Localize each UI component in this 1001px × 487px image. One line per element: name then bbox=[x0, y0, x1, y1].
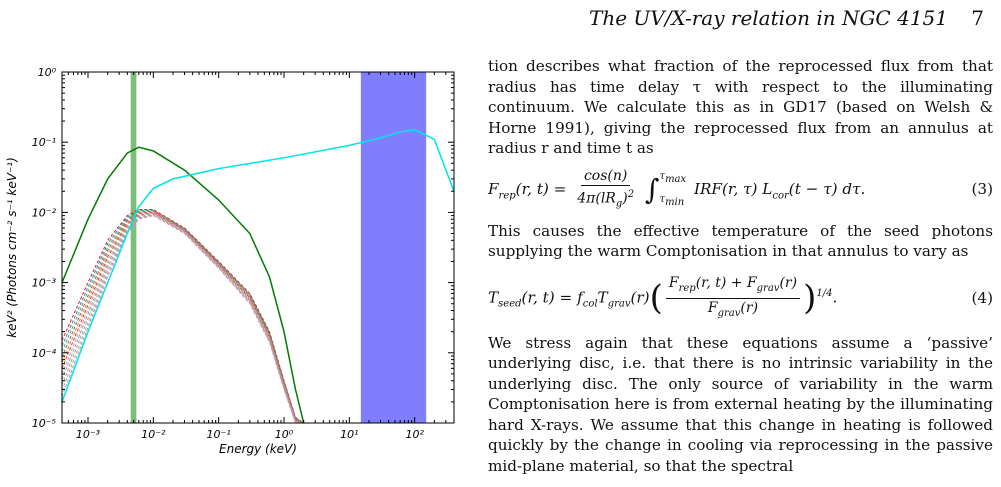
dashed-model-11 bbox=[61, 215, 304, 424]
dashed-model-5 bbox=[61, 211, 304, 424]
paragraph-3: We stress again that these equations ass… bbox=[488, 333, 993, 475]
x-tick-label: 10⁻¹ bbox=[207, 428, 231, 441]
dashed-model-6 bbox=[61, 212, 304, 424]
dashed-model-10 bbox=[61, 214, 304, 424]
y-tick-label: 10⁻⁴ bbox=[32, 347, 57, 360]
y-axis-label: keV² (Photons cm⁻² s⁻¹ keV⁻¹) bbox=[5, 157, 19, 338]
dashed-model-3 bbox=[61, 210, 304, 424]
x-tick-label: 10⁻³ bbox=[76, 428, 101, 441]
equation-3-number: (3) bbox=[971, 180, 993, 199]
y-tick-label: 10⁰ bbox=[38, 66, 57, 79]
dashed-model-4 bbox=[61, 211, 304, 424]
dashed-model-7 bbox=[61, 212, 304, 424]
equation-3: Frep(r, t) = cos(n) 4π(lRg)2 ∫ τmax τmin IR… bbox=[488, 167, 993, 209]
dashed-model-9 bbox=[61, 213, 304, 424]
equation-4: Tseed(r, t) = fcolTgrav(r)(Frep(r, t) + … bbox=[488, 274, 993, 319]
x-tick-label: 10¹ bbox=[340, 428, 358, 441]
series-line-0 bbox=[61, 146, 305, 424]
dashed-model-2 bbox=[61, 210, 304, 424]
y-tick-label: 10⁻¹ bbox=[32, 136, 56, 149]
y-tick-label: 10⁻⁵ bbox=[32, 417, 56, 430]
x-axis-label: Energy (keV) bbox=[219, 442, 297, 456]
header-title: The UV/X-ray relation in NGC 4151 bbox=[589, 6, 948, 30]
page-number: 7 bbox=[971, 6, 984, 30]
series-line-1 bbox=[61, 129, 455, 403]
x-tick-label: 10² bbox=[405, 428, 424, 441]
shaded-band-1 bbox=[360, 72, 427, 423]
spectrum-figure: 10⁻³ 10⁻² 10⁻¹ 10⁰ 10¹ 10² 10⁻⁵ 10⁻⁴ 10⁻³ 10⁻² 10⁻… bbox=[5, 66, 455, 456]
equation-4-number: (4) bbox=[971, 289, 993, 307]
text-column: tion describes what fraction of the repr… bbox=[488, 56, 993, 476]
shaded-band-0 bbox=[130, 72, 137, 423]
dashed-model-8 bbox=[61, 213, 304, 424]
running-header: The UV/X-ray relation in NGC 4151 7 bbox=[520, 4, 992, 38]
x-tick-label: 10⁰ bbox=[275, 428, 294, 441]
y-tick-label: 10⁻² bbox=[32, 206, 57, 219]
dashed-model-1 bbox=[61, 209, 304, 424]
paragraph-1: tion describes what fraction of the repr… bbox=[488, 57, 993, 157]
dashed-model-0 bbox=[61, 209, 304, 424]
y-tick-label: 10⁻³ bbox=[32, 277, 57, 290]
x-tick-label: 10⁻² bbox=[141, 428, 166, 441]
paragraph-2: This causes the effective temperature of… bbox=[488, 221, 993, 261]
